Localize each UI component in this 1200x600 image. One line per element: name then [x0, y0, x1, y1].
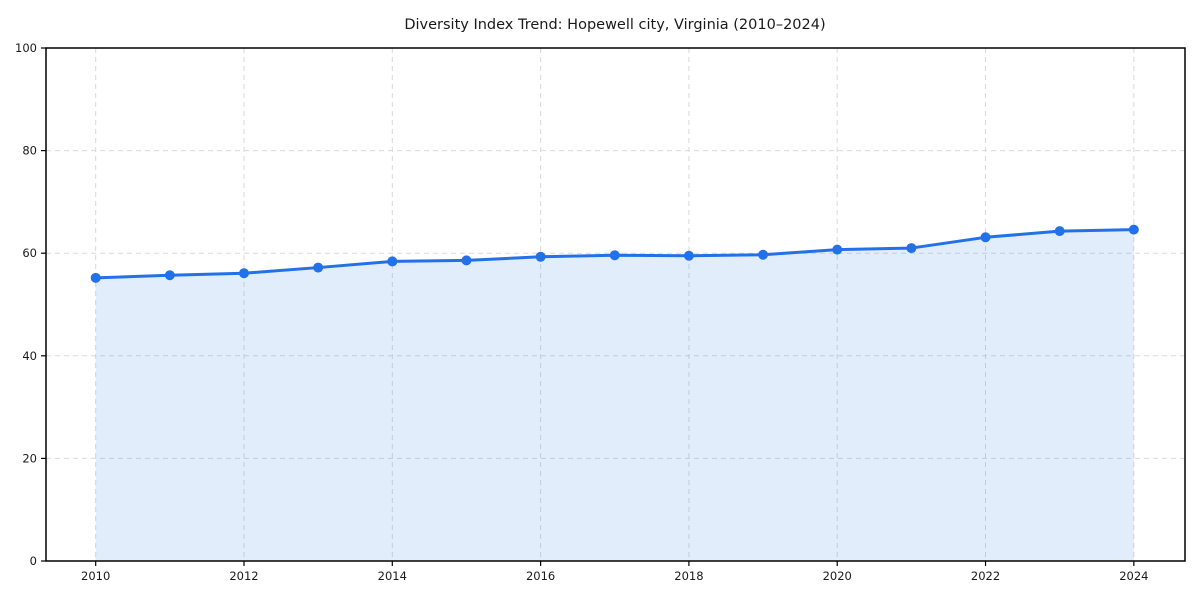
data-point-2013 [313, 262, 324, 273]
data-point-2019 [758, 249, 769, 260]
data-point-2021 [906, 243, 917, 254]
y-tick-label: 80 [22, 144, 37, 158]
x-tick-label: 2018 [674, 569, 703, 583]
data-point-2016 [535, 251, 546, 262]
data-point-2017 [609, 250, 620, 261]
x-tick-label: 2022 [971, 569, 1000, 583]
data-point-2010 [90, 272, 101, 283]
y-tick-label: 60 [22, 246, 37, 260]
plot-border [45, 47, 1186, 562]
data-point-2024 [1128, 224, 1139, 235]
data-point-2023 [1054, 226, 1065, 237]
data-point-2012 [238, 268, 249, 279]
x-tick-label: 2010 [81, 569, 110, 583]
area-fill [95, 229, 1134, 562]
x-tick-label: 2014 [378, 569, 407, 583]
x-tick-label: 2024 [1119, 569, 1148, 583]
y-tick-label: 100 [15, 41, 37, 55]
y-tick-label: 20 [22, 451, 37, 465]
y-tick-label: 0 [30, 554, 37, 568]
data-point-2014 [387, 256, 398, 267]
x-tick-label: 2012 [229, 569, 258, 583]
chart-title: Diversity Index Trend: Hopewell city, Vi… [404, 17, 825, 33]
y-tick-label: 40 [22, 349, 37, 363]
data-point-2011 [164, 270, 175, 281]
data-point-2015 [461, 255, 472, 266]
data-point-2022 [980, 232, 991, 243]
data-point-2020 [832, 244, 843, 255]
x-tick-label: 2020 [823, 569, 852, 583]
data-point-2018 [683, 250, 694, 261]
x-tick-label: 2016 [526, 569, 555, 583]
